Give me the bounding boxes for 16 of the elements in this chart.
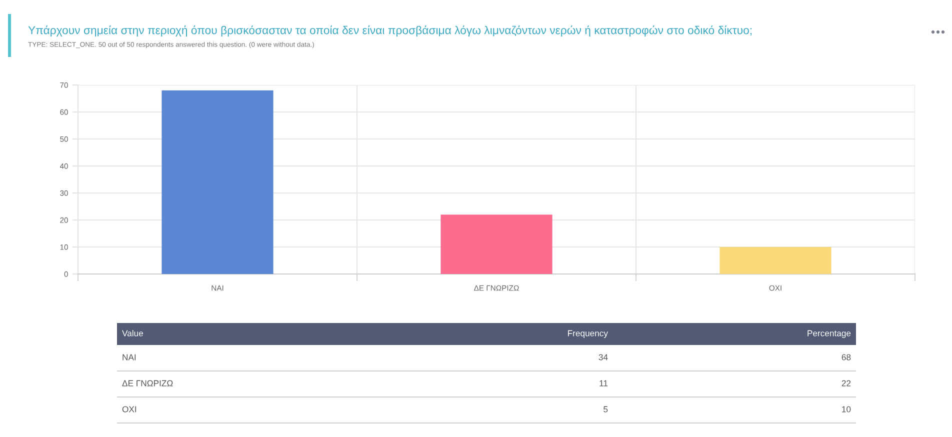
bar bbox=[720, 247, 832, 274]
category-label: ΟΧΙ bbox=[122, 406, 136, 412]
data-label: 10 bbox=[842, 406, 851, 412]
category-label: ΝΑΙ bbox=[122, 354, 136, 360]
data-label: 5 bbox=[604, 406, 608, 412]
text: Frequency bbox=[568, 330, 608, 338]
bar bbox=[440, 214, 552, 274]
chart-title: Υπάρχουν σημεία στην περιοχή όπου βρισκόσασταν τα οποία δεν είναι προσβάσιμα λόγω λιμναζόντων νερών ή καταστροφών στο οδικό δίκτυο; bbox=[28, 26, 752, 36]
bar bbox=[162, 90, 274, 274]
data-label: 68 bbox=[842, 354, 851, 360]
data-label: 11 bbox=[600, 380, 608, 386]
data-label: 22 bbox=[842, 380, 851, 386]
text: Percentage bbox=[808, 330, 851, 338]
category-label: ΔΕ ΓΝΩΡΙΖΩ bbox=[122, 380, 173, 386]
text: Value bbox=[122, 330, 144, 336]
data-label: 34 bbox=[598, 354, 608, 360]
